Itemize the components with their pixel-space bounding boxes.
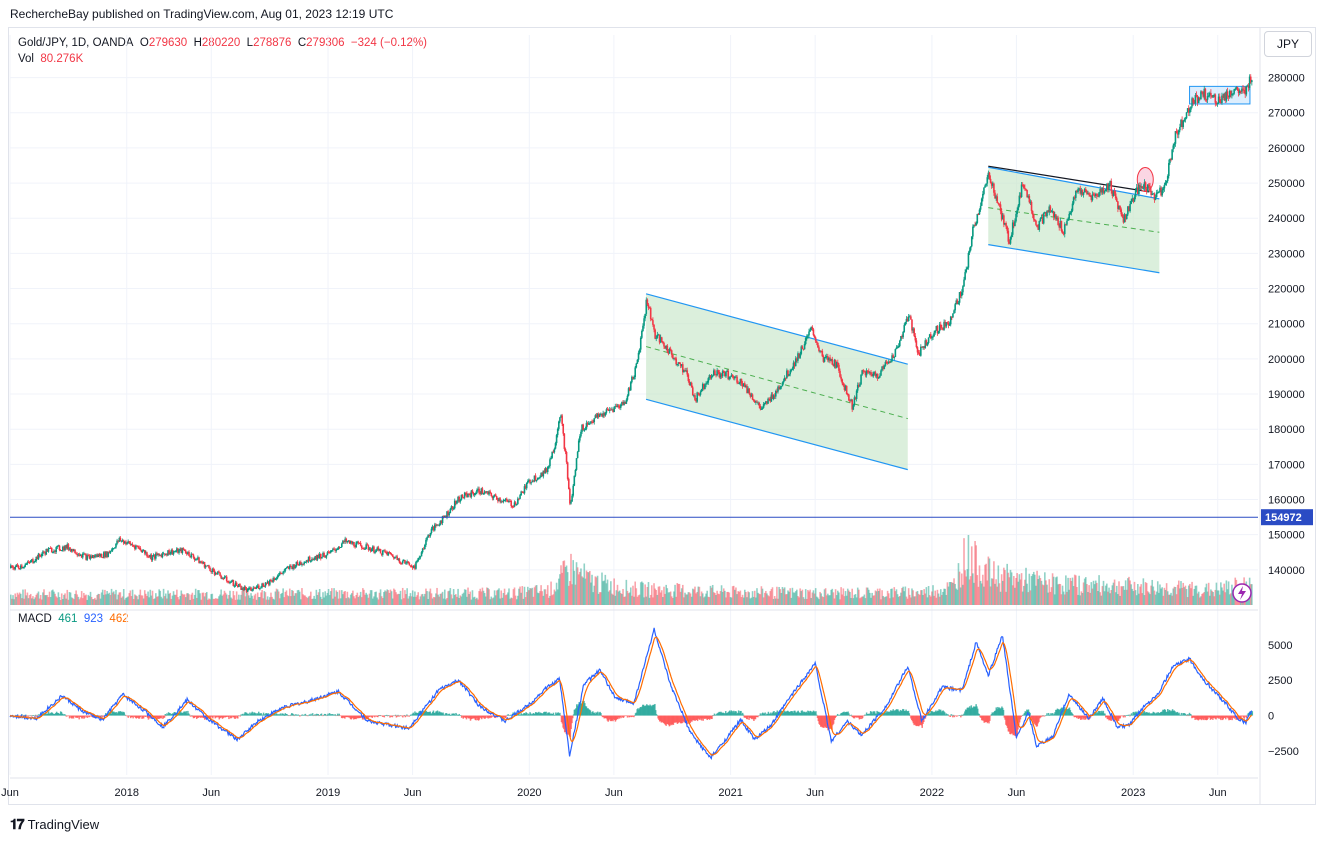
macd-histogram-value: 461	[58, 613, 78, 625]
open-label: O	[139, 37, 149, 49]
close-value: 279306	[306, 37, 345, 49]
chart-frame	[8, 27, 1316, 805]
publish-info: RechercheBay published on TradingView.co…	[10, 7, 394, 21]
volume-value: 80.276K	[40, 53, 84, 65]
symbol-legend: Gold/JPY, 1D, OANDA O279630 H280220 L278…	[18, 35, 427, 67]
low-label: L	[246, 37, 254, 49]
currency-button[interactable]: JPY	[1264, 31, 1312, 57]
symbol-title[interactable]: Gold/JPY, 1D, OANDA	[18, 37, 134, 49]
low-value: 278876	[253, 37, 292, 49]
macd-title[interactable]: MACD	[18, 613, 52, 625]
open-value: 279630	[148, 37, 188, 49]
high-label: H	[193, 37, 202, 49]
macd-line-value: 923	[83, 613, 104, 625]
high-value: 280220	[201, 37, 241, 49]
close-label: C	[297, 37, 307, 49]
macd-legend: MACD 461 923 462	[18, 613, 129, 625]
change-value: −324 (−0.12%)	[350, 37, 428, 49]
macd-signal-value: 462	[109, 613, 129, 625]
volume-label[interactable]: Vol	[18, 53, 34, 65]
